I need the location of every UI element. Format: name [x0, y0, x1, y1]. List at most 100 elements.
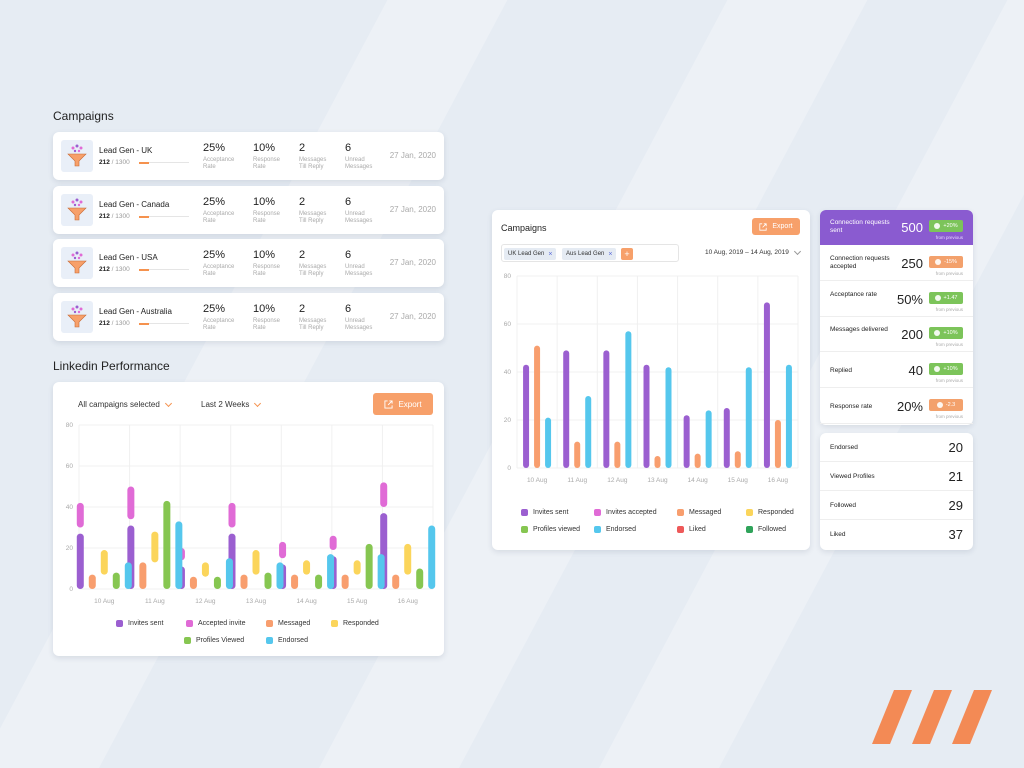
legend-item[interactable]: Responded	[331, 620, 379, 627]
campaign-total: / 1300	[111, 320, 130, 327]
stat-value: 2	[299, 303, 306, 315]
funnel-icon	[61, 247, 93, 279]
campaigns-bar-chart: 0 20 40 60 80 10 Aug 11 Aug 12 Aug 13 Aug 14 Aug 1…	[504, 273, 799, 484]
campaign-total: / 1300	[111, 266, 130, 273]
x-tick-label: 13 Aug	[246, 598, 267, 605]
legend-swatch	[331, 620, 338, 627]
bar-messaged	[774, 420, 781, 468]
bar-responded	[252, 550, 260, 575]
bar-messaged	[534, 345, 541, 468]
unread-messages-stat: 6 Unread Messages	[345, 196, 390, 225]
trend-up-badge: +10%	[929, 327, 963, 340]
legend-item[interactable]: Liked	[677, 526, 706, 533]
bar-endorsed	[785, 364, 792, 468]
stat-label: Till Reply	[299, 271, 324, 277]
legend-item[interactable]: Messaged	[266, 620, 310, 627]
export-button[interactable]: Export	[373, 393, 433, 415]
stat-label: Acceptance	[203, 318, 235, 324]
stat-value: 10%	[253, 303, 276, 315]
campaign-date: 27 Jan, 2020	[389, 312, 436, 321]
stat-value: 6	[345, 303, 352, 315]
close-icon[interactable]: ×	[548, 250, 553, 258]
trend-down-badge: -15%	[929, 255, 963, 268]
bar-endorsed	[545, 417, 552, 468]
campaign-progress-fill	[139, 268, 149, 271]
panel-export-button[interactable]: Export	[752, 218, 800, 235]
stat-label: Till Reply	[299, 164, 324, 170]
x-tick-label: 16 Aug	[768, 477, 789, 484]
stat-label: Messages	[345, 164, 373, 170]
stat-label: Acceptance	[203, 264, 235, 270]
stat-value: 25%	[203, 196, 226, 208]
campaign-row[interactable]: Lead Gen - Australia 212 / 1300 25% Accep…	[53, 293, 444, 341]
legend-item[interactable]: Invites sent	[116, 620, 163, 627]
funnel-icon	[61, 194, 93, 226]
legend-item[interactable]: Messaged	[677, 509, 721, 516]
trend-up-badge: +20%	[929, 220, 963, 232]
legend-item[interactable]: Profiles viewed	[521, 526, 580, 533]
bar-responded	[404, 543, 412, 575]
campaign-count: 212	[99, 266, 110, 273]
y-tick-label: 40	[66, 504, 74, 511]
date-range-label: 10 Aug, 2019 – 14 Aug, 2019	[705, 249, 789, 256]
campaign-name[interactable]: Lead Gen - UK	[99, 146, 153, 155]
chip-aus-lead-gen[interactable]: Aus Lead Gen ×	[562, 248, 617, 260]
legend-item[interactable]: Profiles Viewed	[184, 637, 244, 644]
add-chip-button[interactable]: +	[621, 248, 633, 260]
legend-swatch	[186, 620, 193, 627]
campaign-name[interactable]: Lead Gen - Canada	[99, 200, 170, 209]
bar-profiles	[416, 568, 424, 589]
campaign-chips-input[interactable]	[501, 244, 679, 262]
legend-item[interactable]: Invites sent	[521, 509, 568, 516]
x-tick-label: 12 Aug	[607, 477, 628, 484]
period-filter-dropdown[interactable]: Last 2 Weeks	[201, 399, 262, 409]
stat-label: Response	[253, 318, 281, 324]
x-tick-label: 14 Aug	[296, 598, 317, 605]
legend-swatch	[266, 637, 273, 644]
campaign-row[interactable]: Lead Gen - Canada 212 / 1300 25% Acceptan…	[53, 186, 444, 234]
funnel-icon	[61, 140, 93, 172]
legend-item[interactable]: Responded	[746, 509, 794, 516]
campaign-row[interactable]: Lead Gen - UK 212 / 1300 25% Acceptance Ra…	[53, 132, 444, 180]
campaign-progress-bar	[139, 161, 189, 164]
bar-endorsed	[625, 331, 632, 468]
stat-label: Messages	[299, 264, 327, 270]
y-tick-label: 20	[66, 545, 74, 552]
bar-invites	[763, 302, 770, 468]
campaign-name[interactable]: Lead Gen - Australia	[99, 307, 172, 316]
campaign-progress-bar	[139, 268, 189, 271]
campaign-name[interactable]: Lead Gen - USA	[99, 253, 158, 262]
metric-value: 200	[901, 327, 923, 343]
close-icon[interactable]: ×	[608, 250, 613, 258]
x-tick-label: 16 Aug	[398, 598, 419, 605]
legend-label: Endorsed	[278, 637, 308, 644]
campaign-filter-dropdown[interactable]: All campaigns selected	[78, 399, 172, 409]
y-tick-label: 0	[69, 586, 73, 593]
count-row: Liked 37	[820, 520, 973, 549]
legend-item[interactable]: Invites accepted	[594, 509, 657, 516]
legend-swatch	[677, 526, 684, 533]
x-tick-label: 15 Aug	[347, 598, 368, 605]
bar-accepted	[228, 502, 236, 528]
legend-item[interactable]: Accepted invite	[186, 620, 245, 627]
date-range-dropdown[interactable]: 10 Aug, 2019 – 14 Aug, 2019	[705, 247, 801, 256]
campaigns-panel-title: Campaigns	[501, 223, 547, 233]
metric-note: from previous	[935, 235, 963, 240]
arrow-down-icon	[935, 258, 942, 265]
metric-change: -15%	[944, 258, 957, 265]
campaign-count: 212	[99, 213, 110, 220]
chip-uk-lead-gen[interactable]: UK Lead Gen ×	[504, 248, 557, 260]
arrow-down-icon	[936, 402, 943, 408]
campaign-row[interactable]: Lead Gen - USA 212 / 1300 25% Acceptance R…	[53, 239, 444, 287]
campaign-progress-text: 212 / 1300	[99, 213, 130, 220]
bar-invites	[683, 415, 690, 468]
bar-endorsed	[225, 558, 233, 589]
response-rate-stat: 10% Response Rate	[253, 196, 298, 225]
legend-item[interactable]: Followed	[746, 526, 786, 533]
campaign-count: 212	[99, 159, 110, 166]
y-tick-label: 80	[66, 422, 74, 429]
campaign-progress-fill	[139, 161, 149, 164]
stat-label: Response	[253, 157, 281, 163]
legend-item[interactable]: Endorsed	[594, 526, 636, 533]
legend-item[interactable]: Endorsed	[266, 637, 308, 644]
